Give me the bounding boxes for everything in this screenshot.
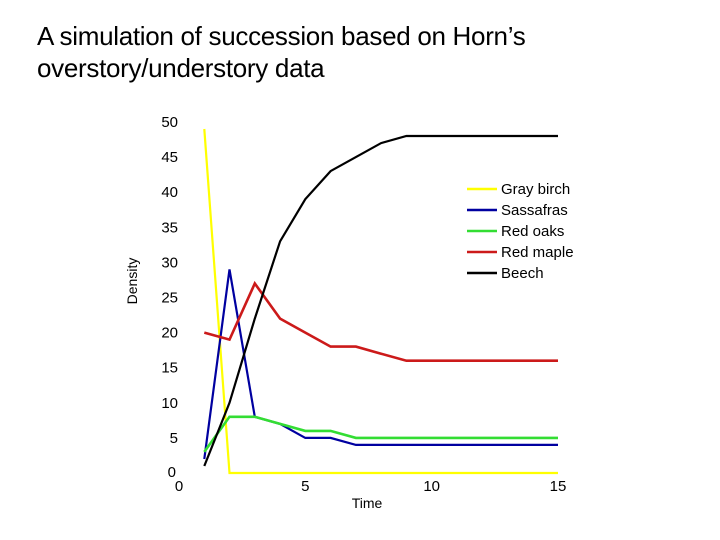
- x-tick-label: 0: [175, 478, 183, 495]
- y-tick-label: 0: [168, 464, 176, 481]
- y-tick-label: 10: [161, 395, 178, 412]
- x-tick-label: 15: [550, 478, 567, 495]
- slide-title-line-2: overstory/understory data: [37, 53, 325, 83]
- y-tick-label: 30: [161, 254, 178, 271]
- y-tick-label: 20: [161, 325, 178, 342]
- slide-title-line-1: A simulation of succession based on Horn…: [37, 21, 526, 51]
- sassafras-line: [203, 269, 558, 460]
- y-axis-label: Density: [124, 258, 140, 305]
- legend-label-red-oaks: Red oaks: [501, 223, 564, 240]
- legend-label-beech: Beech: [501, 265, 544, 282]
- gray-birch-line: [203, 128, 558, 475]
- x-axis-label: Time: [352, 495, 383, 511]
- legend-label-gray-birch: Gray birch: [501, 181, 570, 198]
- x-tick-label: 10: [423, 478, 440, 495]
- y-tick-label: 45: [161, 149, 178, 166]
- beech-line: [203, 134, 558, 467]
- y-tick-label: 15: [161, 360, 178, 377]
- legend: Gray birch Sassafras Red oaks Red maple Beec…: [467, 181, 574, 282]
- legend-label-sassafras: Sassafras: [501, 202, 568, 219]
- slide-title: A simulation of succession based on Horn…: [37, 20, 677, 84]
- red-maple-line: [203, 280, 558, 363]
- y-tick-label: 5: [170, 430, 178, 447]
- y-axis-ticks: 0 5 10 15 20 25 30 35 40 45 50: [161, 114, 178, 481]
- y-tick-label: 35: [161, 219, 178, 236]
- x-axis-ticks: 0 5 10 15: [175, 478, 567, 495]
- x-tick-label: 5: [301, 478, 309, 495]
- y-tick-label: 25: [161, 290, 178, 307]
- red-oaks-line: [203, 415, 558, 453]
- y-tick-label: 40: [161, 184, 178, 201]
- legend-label-red-maple: Red maple: [501, 244, 574, 261]
- y-tick-label: 50: [161, 114, 178, 131]
- plot-lines: [203, 128, 558, 475]
